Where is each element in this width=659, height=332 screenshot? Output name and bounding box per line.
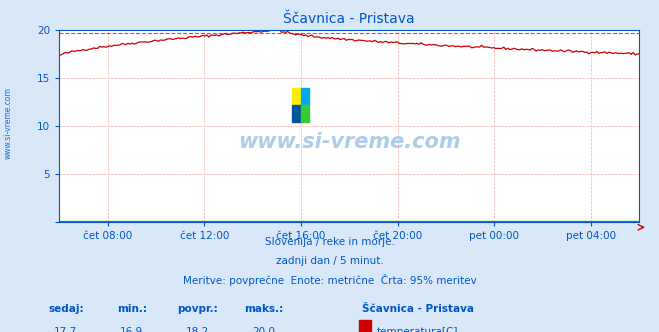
Text: sedaj:: sedaj: [48, 304, 84, 314]
FancyBboxPatch shape [293, 88, 301, 105]
Text: Ščavnica - Pristava: Ščavnica - Pristava [362, 304, 474, 314]
Text: Meritve: povprečne  Enote: metrične  Črta: 95% meritev: Meritve: povprečne Enote: metrične Črta:… [183, 274, 476, 286]
Text: temperatura[C]: temperatura[C] [377, 327, 459, 332]
FancyBboxPatch shape [293, 105, 301, 122]
Text: Slovenija / reke in morje.: Slovenija / reke in morje. [264, 237, 395, 247]
Text: maks.:: maks.: [244, 304, 283, 314]
Text: 18,2: 18,2 [186, 327, 210, 332]
FancyBboxPatch shape [301, 105, 308, 122]
Text: povpr.:: povpr.: [177, 304, 218, 314]
FancyBboxPatch shape [301, 88, 308, 105]
Text: 16,9: 16,9 [120, 327, 144, 332]
Title: Ščavnica - Pristava: Ščavnica - Pristava [283, 12, 415, 26]
Text: 20,0: 20,0 [252, 327, 275, 332]
Text: www.si-vreme.com: www.si-vreme.com [3, 87, 13, 159]
Text: min.:: min.: [117, 304, 147, 314]
Text: 17,7: 17,7 [54, 327, 78, 332]
Text: www.si-vreme.com: www.si-vreme.com [238, 131, 461, 152]
Text: zadnji dan / 5 minut.: zadnji dan / 5 minut. [275, 256, 384, 266]
